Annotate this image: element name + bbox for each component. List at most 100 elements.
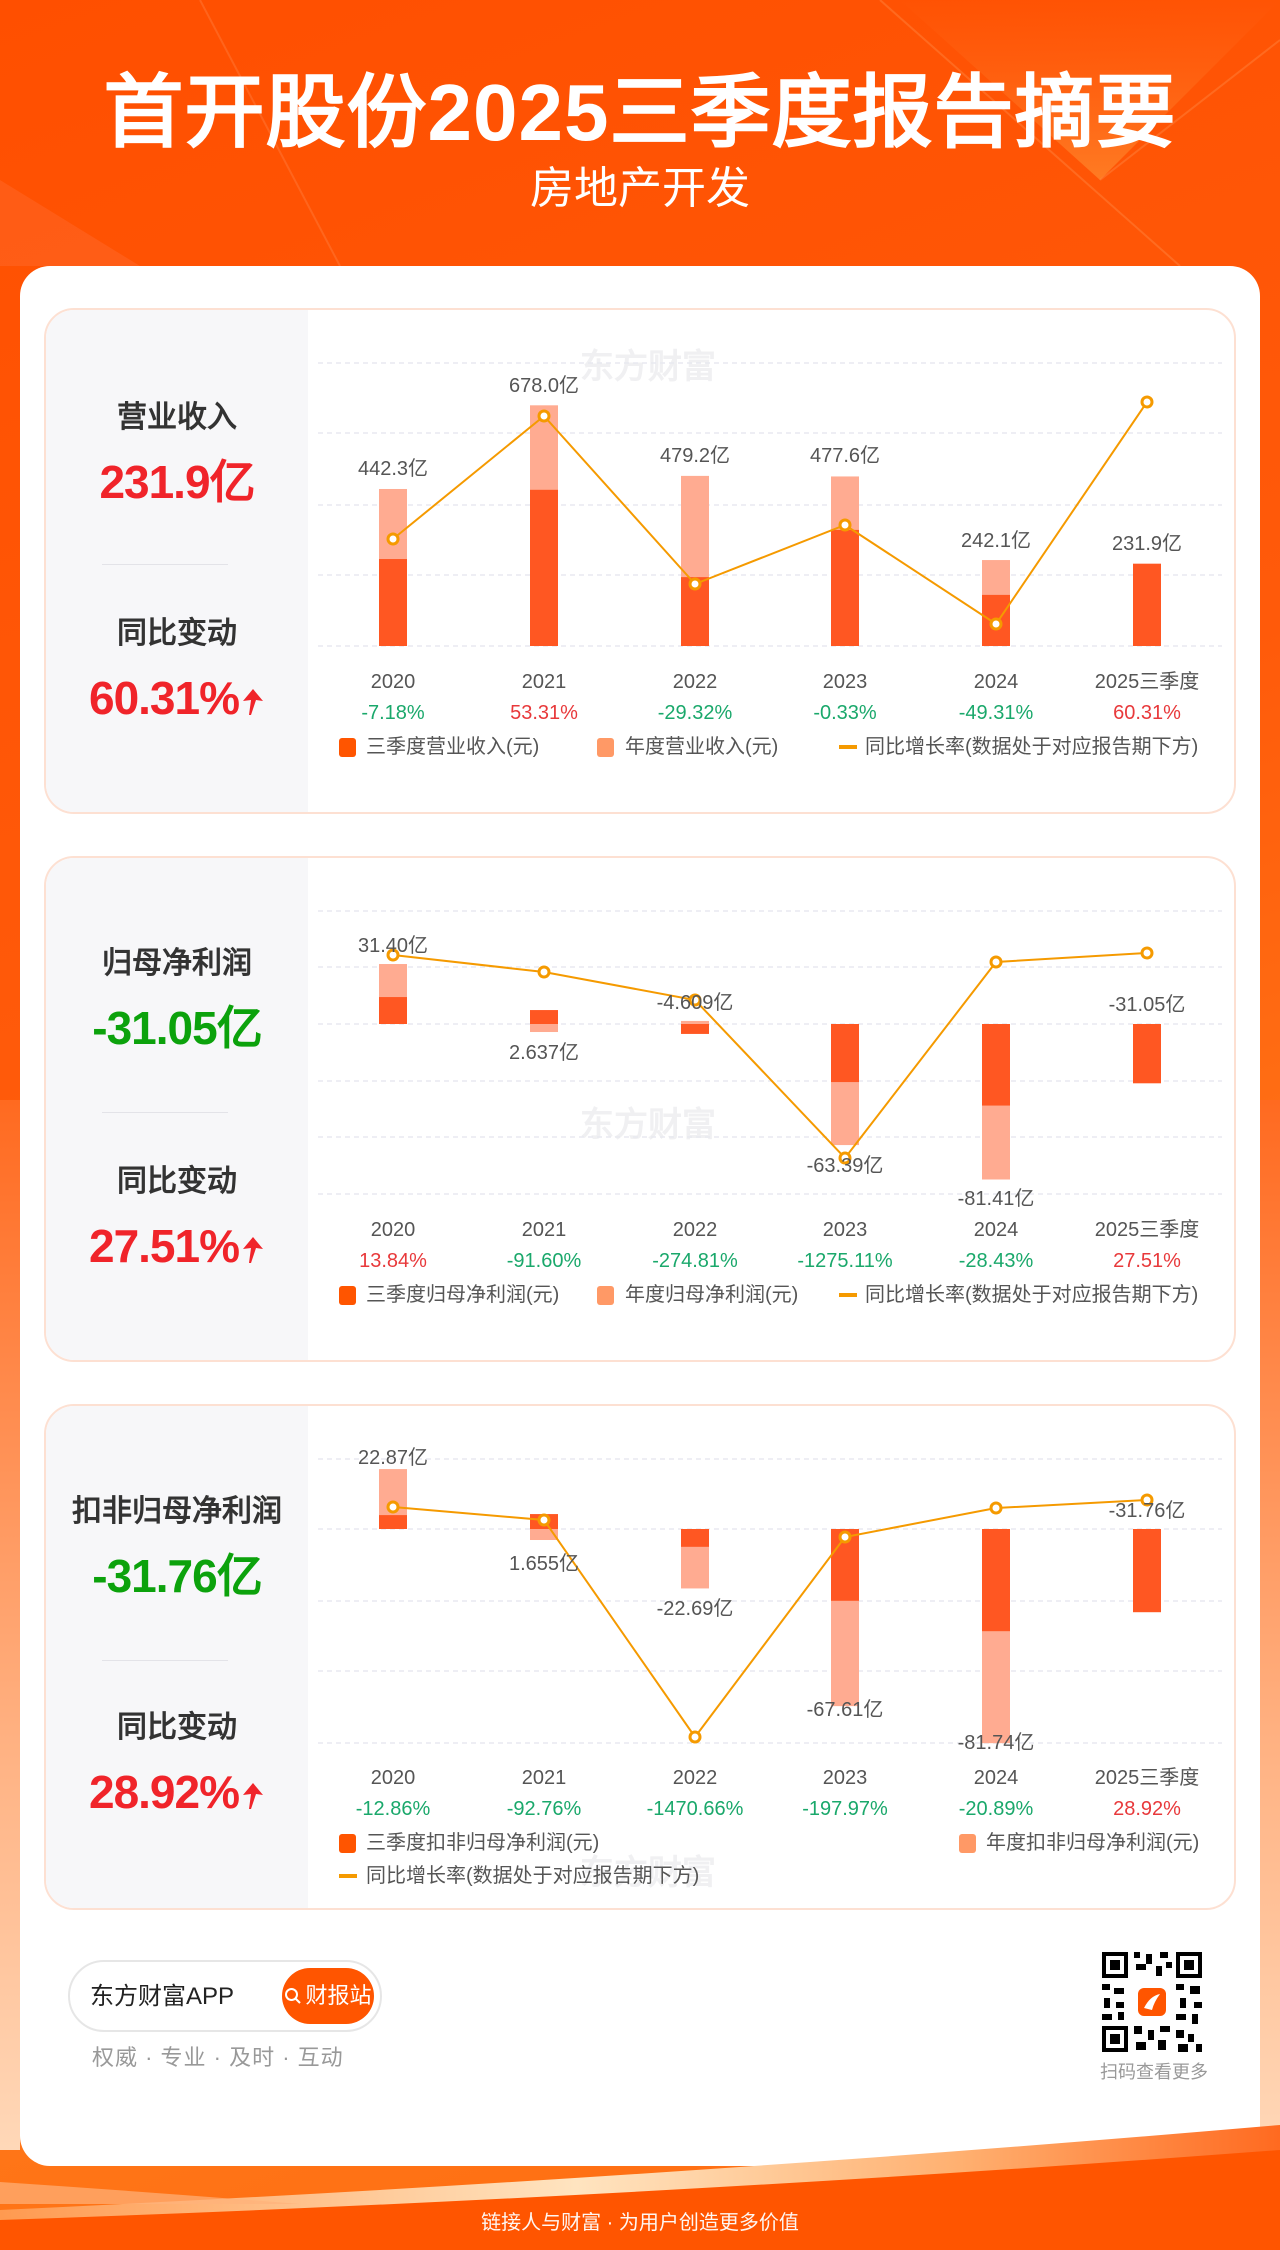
- legend-line-label: 同比增长率(数据处于对应报告期下方): [865, 1283, 1198, 1306]
- yoy-pct-label: -92.76%: [507, 1798, 582, 1820]
- legend-q3-label: 三季度营业收入(元): [366, 735, 539, 758]
- yoy-pct-label: -29.32%: [658, 702, 733, 724]
- yoy-pct-label: -7.18%: [361, 702, 425, 724]
- bar-value-label: -31.05亿: [1109, 993, 1186, 1016]
- growth-line: [392, 1499, 1148, 1739]
- x-axis-label: 2020: [371, 1767, 416, 1789]
- x-axis-label: 2025三季度: [1095, 670, 1200, 693]
- growth-point[interactable]: [386, 532, 400, 546]
- bottom-wave: [0, 2125, 1280, 2250]
- legend-line-label: 同比增长率(数据处于对应报告期下方): [865, 735, 1198, 758]
- change-value: 27.51%: [46, 1218, 308, 1274]
- q3-bar[interactable]: [681, 1024, 709, 1034]
- legend-line-swatch: [339, 1874, 357, 1878]
- growth-point[interactable]: [838, 518, 852, 532]
- legend-q3-swatch: [339, 738, 356, 757]
- change-value: 28.92%: [46, 1764, 308, 1820]
- growth-point[interactable]: [386, 1500, 400, 1514]
- q3-bar[interactable]: [530, 1010, 558, 1024]
- legend-annual-swatch: [597, 738, 614, 757]
- industry-subtitle: 房地产开发: [530, 164, 750, 213]
- x-axis-label: 2023: [823, 671, 868, 693]
- bar-value-label: -81.74亿: [958, 1731, 1035, 1754]
- growth-point[interactable]: [838, 1151, 852, 1165]
- yoy-pct-label: -0.33%: [813, 702, 877, 724]
- divider: [102, 1112, 228, 1113]
- growth-point[interactable]: [537, 965, 551, 979]
- qr-caption: 扫码查看更多: [1100, 2062, 1208, 2082]
- metric-panel: 扣非归母净利润 -31.76亿 同比变动 28.92%: [46, 1406, 308, 1908]
- tagline: 权威 · 专业 · 及时 · 互动: [92, 2045, 344, 2070]
- growth-line: [392, 952, 1148, 1160]
- q3-bar[interactable]: [379, 997, 407, 1024]
- yoy-pct-label: -12.86%: [356, 1798, 431, 1820]
- growth-point[interactable]: [1140, 1493, 1154, 1507]
- metric-label: 归母净利润: [102, 947, 252, 980]
- q3-bar[interactable]: [1133, 563, 1161, 646]
- growth-point[interactable]: [537, 409, 551, 423]
- qr-code-icon[interactable]: [1100, 1950, 1204, 2054]
- legend-annual-swatch: [597, 1286, 614, 1305]
- yoy-pct-label: 53.31%: [510, 702, 578, 724]
- legend-annual-label: 年度扣非归母净利润(元): [986, 1831, 1199, 1854]
- watermark: 东方财富: [580, 1105, 716, 1144]
- growth-point[interactable]: [386, 948, 400, 962]
- q3-bar[interactable]: [1133, 1529, 1161, 1613]
- growth-point[interactable]: [688, 993, 702, 1007]
- x-axis-label: 2021: [522, 671, 567, 693]
- x-axis-label: 2025三季度: [1095, 1218, 1200, 1241]
- yoy-pct-label: 27.51%: [1113, 1250, 1181, 1272]
- growth-point[interactable]: [1140, 946, 1154, 960]
- bar-value-label: 479.2亿: [660, 444, 730, 467]
- yoy-pct-label: -28.43%: [959, 1250, 1034, 1272]
- legend-annual-label: 年度归母净利润(元): [625, 1283, 798, 1306]
- x-axis-label: 2022: [673, 671, 718, 693]
- change-value-text: 27.51%: [88, 1220, 240, 1272]
- q3-bar[interactable]: [681, 1529, 709, 1547]
- report-station-button[interactable]: 财报站: [282, 1968, 374, 2024]
- x-axis-label: 2021: [522, 1219, 567, 1241]
- yoy-pct-label: -91.60%: [507, 1250, 582, 1272]
- growth-point[interactable]: [989, 1501, 1003, 1515]
- bar-value-label: -22.69亿: [657, 1597, 734, 1620]
- growth-point[interactable]: [989, 617, 1003, 631]
- yoy-pct-label: -197.97%: [802, 1798, 888, 1820]
- change-value: 60.31%: [46, 670, 308, 726]
- yoy-pct-label: 13.84%: [359, 1250, 427, 1272]
- x-axis-label: 2025三季度: [1095, 1766, 1200, 1789]
- growth-line: [392, 401, 1148, 626]
- legend-line-label: 同比增长率(数据处于对应报告期下方): [366, 1864, 699, 1887]
- annual-bar[interactable]: [681, 1020, 709, 1024]
- growth-point[interactable]: [537, 1513, 551, 1527]
- x-axis-label: 2024: [974, 671, 1019, 693]
- bar-value-label: 442.3亿: [358, 457, 428, 480]
- q3-bar[interactable]: [379, 559, 407, 646]
- x-axis-label: 2020: [371, 671, 416, 693]
- legend-q3-label: 三季度归母净利润(元): [366, 1283, 559, 1306]
- growth-point[interactable]: [989, 955, 1003, 969]
- arrow-up-icon: [243, 688, 263, 715]
- yoy-pct-label: 60.31%: [1113, 702, 1181, 724]
- metric-value: -31.76亿: [92, 1550, 262, 1602]
- annual-bar[interactable]: [530, 1024, 558, 1033]
- q3-bar[interactable]: [982, 1529, 1010, 1632]
- growth-point[interactable]: [838, 1530, 852, 1544]
- q3-bar[interactable]: [831, 529, 859, 646]
- legend-line-swatch: [839, 745, 857, 749]
- app-promo-pill[interactable]: 东方财富APP 财报站: [68, 1960, 382, 2032]
- bar-value-label: -31.76亿: [1109, 1499, 1186, 1522]
- x-axis-label: 2023: [823, 1767, 868, 1789]
- growth-point[interactable]: [688, 577, 702, 591]
- q3-bar[interactable]: [379, 1515, 407, 1529]
- divider: [102, 1660, 228, 1661]
- growth-point[interactable]: [688, 1730, 702, 1744]
- x-axis-label: 2021: [522, 1767, 567, 1789]
- header-background: [0, 0, 1280, 300]
- q3-bar[interactable]: [530, 489, 558, 646]
- q3-bar[interactable]: [831, 1024, 859, 1083]
- q3-bar[interactable]: [982, 1024, 1010, 1106]
- growth-point[interactable]: [1140, 395, 1154, 409]
- arrow-up-icon: [243, 1236, 263, 1263]
- annual-bar[interactable]: [530, 1529, 558, 1541]
- q3-bar[interactable]: [1133, 1024, 1161, 1084]
